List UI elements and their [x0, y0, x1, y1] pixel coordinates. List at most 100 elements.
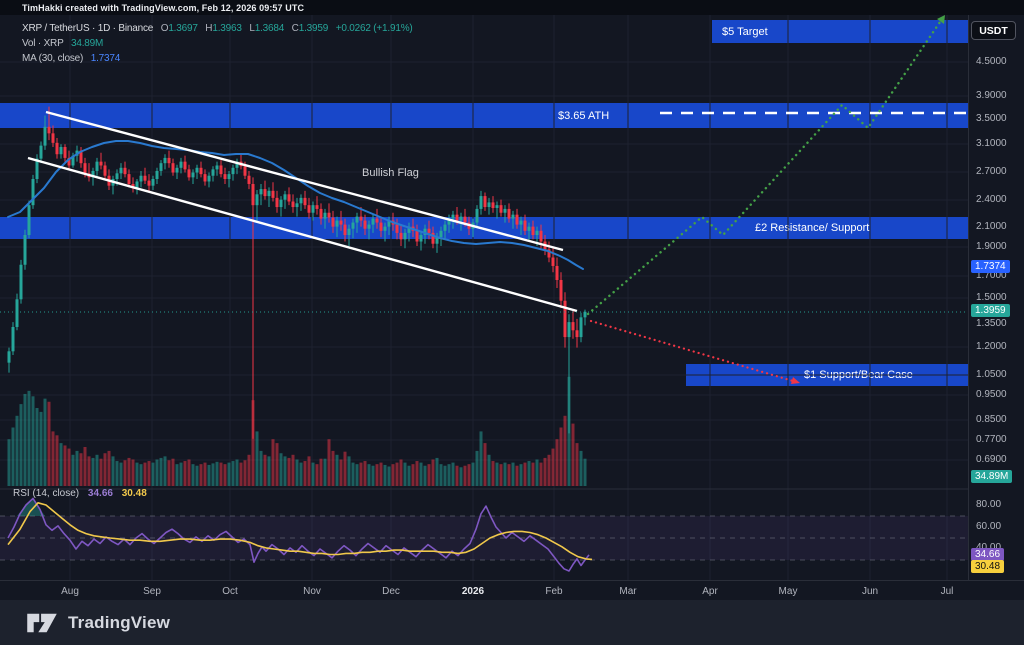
- volume-row[interactable]: Vol · XRP 34.89M: [22, 36, 413, 51]
- volume-bar: [551, 448, 555, 486]
- candle-body: [119, 167, 123, 174]
- ma-row[interactable]: MA (30, close) 1.7374: [22, 51, 413, 66]
- volume-bar: [459, 467, 463, 486]
- rsi-legend-row[interactable]: RSI (14, close) 34.66 30.48: [13, 488, 147, 499]
- volume-bar: [563, 415, 567, 486]
- volume-bar: [143, 462, 147, 486]
- volume-bar: [455, 465, 459, 486]
- price-axis-label: 2.7000: [976, 166, 1007, 177]
- ma-value: 1.7374: [90, 53, 121, 64]
- candle-body: [79, 150, 83, 164]
- price-axis-label: 2.4000: [976, 194, 1007, 205]
- volume-bar: [419, 462, 423, 486]
- volume-bar: [555, 439, 559, 486]
- candle-body: [571, 322, 575, 331]
- symbol-row[interactable]: XRP / TetherUS · 1D · Binance O1.3697 H1…: [22, 21, 413, 36]
- candle-body: [147, 180, 151, 186]
- price-axis-chip: 1.7374: [971, 260, 1010, 273]
- tradingview-brand[interactable]: TradingView: [68, 612, 171, 632]
- price-axis-label: 2.1000: [976, 221, 1007, 232]
- candle-body: [115, 173, 119, 179]
- volume-bar: [247, 454, 251, 486]
- candle-body: [55, 142, 59, 155]
- candle-body: [555, 265, 559, 281]
- price-axis-label: 3.9000: [976, 90, 1007, 101]
- price-axis-label: 3.5000: [976, 113, 1007, 124]
- volume-bar: [175, 464, 179, 486]
- candle-body: [227, 174, 231, 179]
- volume-bar: [187, 459, 191, 486]
- rsi-value: 34.66: [87, 488, 113, 499]
- price-axis-label: 60.00: [976, 521, 1002, 532]
- volume-bar: [431, 459, 435, 486]
- candle-body: [95, 161, 99, 171]
- price-axis-chip: 34.66: [971, 548, 1005, 561]
- price-axis-label: 0.6900: [976, 454, 1007, 465]
- volume-bar: [471, 462, 475, 486]
- volume-bar: [235, 459, 239, 486]
- candle-body: [35, 158, 39, 179]
- candle-body: [299, 197, 303, 204]
- volume-bar: [439, 464, 443, 486]
- annotation-banner-resistance[interactable]: £2 Resistance/ Support: [0, 217, 968, 239]
- candle-body: [187, 169, 191, 178]
- volume-bar: [427, 464, 431, 486]
- volume-bar: [83, 447, 87, 486]
- annotation-bullish-flag[interactable]: Bullish Flag: [362, 167, 419, 179]
- volume-bar: [159, 457, 163, 486]
- candle-body: [179, 161, 183, 168]
- volume-bar: [519, 464, 523, 486]
- candle-body: [315, 205, 319, 209]
- candle-body: [551, 257, 555, 266]
- price-axis-label: 1.9000: [976, 241, 1007, 252]
- annotation-text: $5 Target: [722, 25, 768, 38]
- time-axis[interactable]: Aug Sep Oct Nov Dec 2026 Feb Mar Apr May Jun Jul: [0, 580, 1024, 601]
- chart-canvas[interactable]: [0, 0, 1024, 600]
- volume-bar: [539, 462, 543, 486]
- candle-body: [175, 167, 179, 173]
- volume-bar: [219, 462, 223, 486]
- price-axis-label: 1.2000: [976, 341, 1007, 352]
- candle-body: [103, 165, 107, 176]
- candle-body: [495, 205, 499, 208]
- volume-bar: [299, 462, 303, 486]
- volume-bar: [495, 462, 499, 486]
- annotation-banner-ath[interactable]: $3.65 ATH: [0, 103, 968, 128]
- volume-bar: [35, 408, 39, 486]
- volume-bar: [107, 450, 111, 486]
- volume-bar: [323, 458, 327, 486]
- price-axis-label: 1.7000: [976, 270, 1007, 281]
- candle-body: [239, 161, 243, 167]
- price-axis-label: 0.7700: [976, 434, 1007, 445]
- candle-body: [215, 165, 219, 170]
- change-value: +0.0262 (+1.91%): [335, 23, 413, 34]
- volume-bar: [491, 461, 495, 486]
- volume-bar: [391, 464, 395, 486]
- volume-bar: [259, 450, 263, 486]
- candle-body: [311, 205, 315, 213]
- candle-body: [223, 174, 227, 179]
- volume-bar: [479, 431, 483, 486]
- currency-toggle-button[interactable]: USDT: [971, 21, 1016, 40]
- volume-bar: [75, 450, 79, 486]
- annotation-banner-bear-support[interactable]: $1 Support/Bear Case: [686, 364, 968, 386]
- volume-bar: [255, 431, 259, 486]
- volume-bar: [131, 459, 135, 486]
- close-value: 1.3959: [298, 23, 329, 34]
- candle-body: [579, 317, 583, 338]
- volume-bar: [295, 459, 299, 486]
- rsi-label: RSI (14, close): [13, 488, 80, 499]
- bull-projection-path: [586, 20, 942, 316]
- volume-bar: [351, 462, 355, 486]
- candle-body: [235, 161, 239, 168]
- volume-bar: [19, 404, 23, 486]
- price-axis[interactable]: 4.5000 3.9000 3.5000 3.1000 2.7000 2.4000 2.10…: [968, 15, 1024, 580]
- candle-body: [491, 202, 495, 208]
- volume-bar: [511, 462, 515, 486]
- tradingview-logo-icon[interactable]: [25, 611, 59, 635]
- volume-bar: [315, 464, 319, 486]
- candle-body: [207, 175, 211, 182]
- annotation-banner-5-target[interactable]: $5 Target: [712, 20, 968, 43]
- volume-bar: [243, 460, 247, 486]
- price-axis-label: 0.8500: [976, 414, 1007, 425]
